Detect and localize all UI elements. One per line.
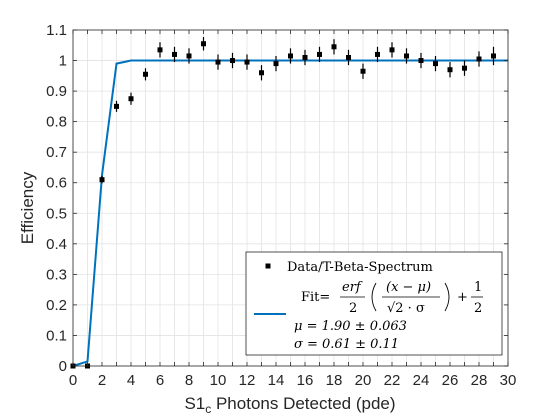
legend-sqrt2-sigma: √2 · σ [387, 301, 425, 316]
legend-two-b: 2 [474, 301, 482, 316]
y-tick-label: 0.9 [46, 83, 67, 100]
y-tick-label: 1.1 [46, 22, 67, 39]
y-tick-label: 0 [59, 358, 67, 375]
x-tick-label: 12 [239, 372, 256, 389]
data-point [331, 44, 337, 50]
data-point [462, 65, 467, 71]
x-tick-label: 6 [156, 372, 164, 389]
y-tick-label: 1 [59, 53, 67, 70]
data-point [244, 59, 250, 65]
data-point [259, 70, 264, 76]
x-tick-label: 10 [210, 372, 227, 389]
x-axis-label: S1c Photons Detected (pde) [184, 394, 395, 416]
x-axis-label-subscript: c [205, 402, 211, 416]
legend-paren-left [371, 282, 377, 312]
data-point [273, 61, 279, 67]
y-tick-label: 0.5 [46, 205, 67, 222]
y-tick-label: 0.1 [46, 327, 67, 344]
y-tick-label: 0.4 [46, 236, 67, 253]
data-point [114, 103, 119, 109]
data-point [172, 51, 177, 57]
y-tick-labels: 0 0.1 0.2 0.3 0.4 0.5 0.6 0.7 0.8 0.9 1 1.1 [46, 22, 67, 375]
y-tick-label: 0.6 [46, 175, 67, 192]
legend-data-marker [265, 263, 271, 269]
data-point [215, 59, 221, 65]
x-tick-label: 0 [69, 372, 77, 389]
x-tick-label: 30 [500, 372, 517, 389]
data-point [186, 53, 192, 59]
data-point [346, 54, 351, 60]
x-axis-label-rest: Photons Detected (pde) [211, 394, 395, 413]
x-tick-label: 2 [98, 372, 106, 389]
legend-erf: erf [342, 280, 363, 295]
data-point [433, 61, 438, 67]
legend-x-minus-mu: (x − μ) [386, 280, 431, 295]
legend-fit-prefix: Fit= [301, 290, 330, 305]
legend: Data/T-Beta-Spectrum Fit= erf 2 (x − μ) … [245, 251, 503, 356]
y-tick-label: 0.2 [46, 297, 67, 314]
data-point [128, 96, 134, 102]
legend-two: 2 [349, 301, 357, 316]
legend-paren-right [444, 282, 450, 312]
legend-box [245, 251, 503, 356]
x-tick-label: 28 [471, 372, 488, 389]
data-point [360, 68, 366, 74]
legend-mu: μ = 1.90 ± 0.063 [294, 319, 407, 334]
x-tick-label: 20 [355, 372, 372, 389]
y-tick-label: 0.8 [46, 114, 67, 131]
data-point [99, 177, 105, 183]
y-tick-label: 0.3 [46, 266, 67, 283]
x-tick-label: 4 [127, 372, 135, 389]
y-tick-label: 0.7 [46, 144, 67, 161]
x-tick-label: 18 [326, 372, 343, 389]
data-point [230, 58, 235, 64]
data-point [447, 67, 453, 73]
legend-data-label: Data/T-Beta-Spectrum [287, 260, 433, 275]
data-point [302, 54, 308, 60]
data-point [476, 56, 482, 62]
x-tick-label: 8 [185, 372, 193, 389]
legend-sigma: σ = 0.61 ± 0.11 [294, 337, 399, 352]
data-point [143, 71, 148, 77]
x-tick-label: 14 [268, 372, 285, 389]
x-tick-label: 22 [384, 372, 401, 389]
x-tick-labels: 0 2 4 6 8 10 12 14 16 18 20 22 24 26 28 30 [69, 372, 517, 389]
x-tick-label: 26 [442, 372, 459, 389]
data-point [404, 53, 409, 59]
axis-ticks [72, 29, 509, 367]
data-point [288, 53, 293, 59]
x-axis-label-main: S1 [184, 394, 205, 413]
data-point [418, 58, 424, 64]
legend-one: 1 [474, 280, 482, 295]
y-axis-label: Efficiency [18, 171, 37, 244]
legend-plus: + [457, 290, 468, 305]
x-tick-label: 16 [297, 372, 314, 389]
data-point [375, 51, 380, 57]
data-point [157, 47, 163, 53]
data-point [491, 53, 496, 59]
data-point [317, 51, 322, 57]
data-point [389, 47, 395, 53]
data-point [201, 41, 206, 47]
x-tick-label: 24 [413, 372, 430, 389]
